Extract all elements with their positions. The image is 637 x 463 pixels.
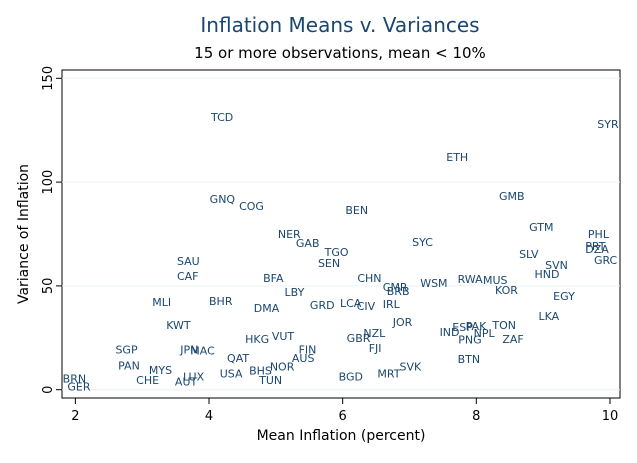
point-label: CHN	[357, 272, 381, 285]
point-label: CAF	[177, 270, 199, 283]
point-label: GBR	[347, 332, 371, 345]
point-label: QAT	[227, 352, 249, 365]
point-label: SLV	[519, 248, 539, 261]
point-label: LCA	[340, 297, 362, 310]
point-label: SYC	[412, 236, 433, 249]
point-label: LBY	[285, 286, 305, 299]
y-tick-label: 50	[41, 278, 56, 295]
point-label: PAK	[466, 320, 487, 333]
point-label: NPL	[474, 327, 496, 340]
point-label: SVN	[545, 259, 568, 272]
point-label: DZA	[585, 243, 609, 256]
point-label: TUN	[258, 374, 282, 387]
point-label: MYS	[149, 364, 172, 377]
point-label: KOR	[495, 284, 518, 297]
point-label: BHR	[209, 295, 233, 308]
point-label: JPN	[179, 344, 198, 357]
point-label: GRC	[594, 254, 618, 267]
point-label: PNG	[458, 334, 481, 347]
point-label: AUS	[292, 352, 315, 365]
x-tick-label: 6	[339, 409, 347, 424]
point-label: GRD	[310, 299, 335, 312]
point-label: CMR	[383, 281, 408, 294]
point-label: MUS	[483, 274, 508, 287]
point-label: RWA	[458, 273, 483, 286]
point-label: GER	[67, 381, 90, 394]
point-label: FJI	[369, 342, 382, 355]
x-axis-label: Mean Inflation (percent)	[257, 428, 426, 444]
point-label: LKA	[538, 310, 559, 323]
point-label: BFA	[263, 272, 284, 285]
point-label: BRN	[63, 373, 86, 386]
point-label: FIN	[299, 344, 317, 357]
point-label: BEN	[345, 204, 368, 217]
point-label: MRT	[377, 368, 400, 381]
point-label: BGD	[339, 371, 363, 384]
point-label: KWT	[166, 319, 191, 332]
y-tick-label: 0	[41, 386, 56, 394]
x-tick-label: 2	[71, 409, 79, 424]
point-label: BHS	[249, 365, 272, 378]
point-label: SAU	[177, 255, 200, 268]
y-tick-label: 150	[41, 66, 56, 91]
point-label: ETH	[446, 151, 468, 164]
point-label: TON	[491, 319, 516, 332]
point-label: COG	[239, 200, 264, 213]
x-tick-label: 8	[472, 409, 480, 424]
y-tick-label: 100	[41, 170, 56, 195]
point-label: AUT	[175, 376, 198, 389]
point-label: DMA	[254, 302, 280, 315]
point-label: BRB	[387, 285, 410, 298]
point-label: CIV	[357, 300, 376, 313]
point-label: MLI	[152, 296, 171, 309]
point-label: TGO	[324, 246, 349, 259]
x-tick-label: 10	[602, 409, 619, 424]
point-label: IRL	[383, 298, 401, 311]
point-label: JOR	[392, 316, 413, 329]
point-label: SVK	[399, 361, 422, 374]
x-tick-label: 4	[205, 409, 213, 424]
point-label: NER	[278, 228, 301, 241]
point-label: NOR	[270, 361, 295, 374]
point-label: PRT	[585, 240, 605, 253]
point-label: BTN	[458, 353, 481, 366]
plot-frame	[61, 69, 621, 399]
point-label: ESP	[452, 321, 473, 334]
point-label: GMB	[499, 190, 525, 203]
point-label: GAB	[296, 237, 320, 250]
point-label: ZAF	[502, 333, 523, 346]
point-label: LUX	[183, 371, 205, 384]
point-label: MAC	[190, 345, 215, 358]
point-label: PHL	[588, 228, 610, 241]
point-label: TCD	[210, 111, 233, 124]
point-label: SYR	[597, 118, 619, 131]
point-label: GNQ	[210, 193, 236, 206]
point-label: VUT	[272, 330, 295, 343]
point-label: CHE	[136, 374, 159, 387]
point-label: HKG	[245, 333, 269, 346]
point-label: PAN	[118, 360, 140, 373]
point-label: USA	[220, 368, 243, 381]
point-label: SGP	[115, 344, 138, 357]
point-label: GTM	[529, 221, 553, 234]
chart-subtitle: 15 or more observations, mean < 10%	[194, 44, 486, 62]
point-label: SEN	[318, 257, 340, 270]
point-label: HND	[534, 268, 559, 281]
y-axis-label: Variance of Inflation	[16, 164, 32, 304]
chart-title: Inflation Means v. Variances	[200, 13, 479, 37]
point-label: EGY	[553, 290, 575, 303]
point-label: IND	[440, 326, 460, 339]
point-label: NZL	[363, 327, 386, 340]
point-label: WSM	[420, 277, 447, 290]
